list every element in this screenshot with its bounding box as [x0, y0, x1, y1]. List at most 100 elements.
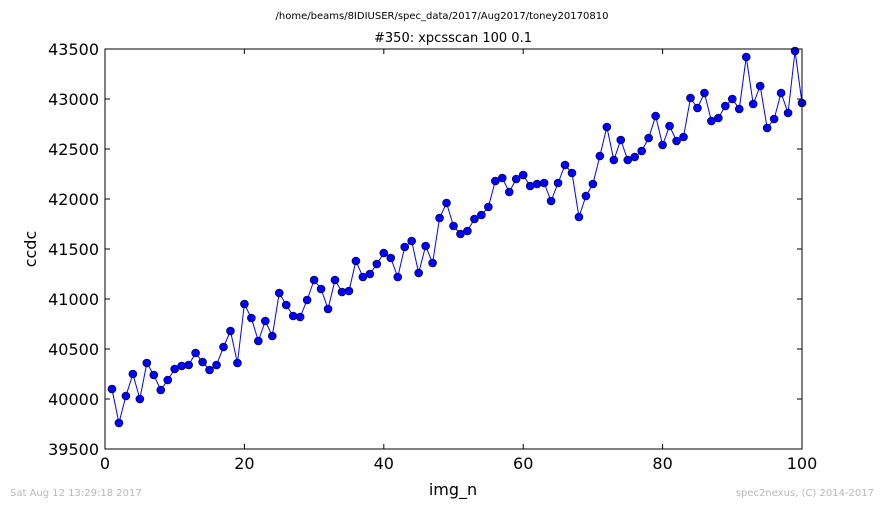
data-point	[135, 394, 145, 404]
data-point	[295, 312, 305, 322]
data-point	[205, 365, 214, 375]
data-point	[344, 286, 354, 296]
data-point	[553, 178, 563, 188]
data-point	[309, 275, 319, 285]
data-point	[400, 242, 410, 252]
data-point	[679, 132, 688, 142]
data-point	[665, 121, 674, 131]
data-point	[588, 179, 598, 189]
data-point	[497, 173, 507, 183]
data-point	[442, 198, 451, 208]
data-point	[616, 135, 626, 145]
data-point	[254, 336, 263, 346]
y-tick-label: 42000	[48, 190, 99, 209]
y-tick-label: 40000	[48, 390, 99, 409]
data-point	[226, 326, 235, 336]
data-point	[609, 155, 619, 165]
data-point	[762, 123, 772, 133]
x-tick-label: 100	[787, 454, 818, 473]
data-point	[198, 357, 207, 367]
data-point	[212, 360, 221, 370]
chart-title: #350: xpcsscan 100 0.1	[374, 31, 532, 46]
data-point	[219, 342, 228, 352]
data-point	[351, 256, 361, 266]
data-point	[107, 384, 117, 394]
data-point	[546, 196, 556, 206]
timestamp-footer: Sat Aug 12 13:29:18 2017	[10, 488, 142, 499]
data-point	[721, 101, 730, 111]
data-point	[261, 316, 270, 326]
data-point	[693, 103, 702, 113]
data-point	[734, 104, 744, 114]
data-point	[274, 288, 284, 298]
data-point	[435, 213, 444, 223]
data-point	[630, 152, 640, 162]
data-point	[386, 253, 396, 263]
data-point	[504, 187, 514, 197]
x-tick-label: 40	[374, 454, 394, 473]
data-point	[484, 202, 493, 212]
data-point	[191, 348, 200, 358]
data-point	[755, 81, 765, 91]
data-point	[511, 174, 521, 184]
data-point	[379, 248, 389, 258]
data-point	[560, 160, 570, 170]
data-point	[790, 46, 800, 56]
data-point	[414, 268, 423, 278]
file-path-header: /home/beams/8IDIUSER/spec_data/2017/Aug2…	[276, 11, 609, 22]
x-tick-label: 60	[513, 454, 533, 473]
data-point	[121, 391, 131, 401]
data-point	[281, 300, 291, 310]
data-point	[128, 369, 138, 379]
data-point	[539, 178, 549, 188]
series-line	[111, 50, 803, 424]
data-point	[595, 151, 605, 161]
plot-frame	[104, 48, 803, 450]
data-point	[714, 113, 723, 123]
data-point	[156, 385, 166, 395]
credit-footer: spec2nexus, (C) 2014-2017	[735, 488, 874, 499]
data-point	[672, 136, 681, 146]
data-point	[316, 284, 326, 294]
data-point	[574, 212, 584, 222]
data-point	[651, 111, 660, 121]
data-point	[741, 52, 751, 62]
data-point	[407, 236, 416, 246]
data-point	[393, 272, 403, 282]
data-point	[142, 358, 152, 368]
y-tick-label: 39500	[48, 440, 99, 459]
data-point	[463, 226, 472, 236]
y-tick-label: 42500	[48, 140, 99, 159]
y-tick-label: 41500	[48, 240, 99, 259]
data-point	[686, 93, 695, 103]
data-point	[163, 375, 173, 385]
x-tick-label: 20	[234, 454, 254, 473]
data-point	[637, 146, 646, 156]
data-point	[776, 88, 786, 98]
data-point	[372, 259, 382, 269]
data-point	[783, 108, 793, 118]
data-point	[365, 269, 375, 279]
x-tick-label: 0	[100, 454, 110, 473]
data-point	[330, 275, 340, 285]
data-point	[114, 418, 124, 428]
data-point	[240, 299, 249, 309]
y-tick-label: 40500	[48, 340, 99, 359]
data-point	[233, 358, 242, 368]
y-tick-label: 43000	[48, 90, 99, 109]
data-point	[184, 360, 193, 370]
series-layer	[107, 46, 807, 428]
x-tick-label: 80	[652, 454, 672, 473]
data-point	[247, 313, 256, 323]
data-point	[602, 122, 612, 132]
data-point	[700, 88, 709, 98]
data-point	[748, 99, 758, 109]
y-tick-label: 43500	[48, 40, 99, 59]
data-point	[470, 214, 479, 224]
data-point	[658, 140, 667, 150]
data-point	[421, 241, 430, 251]
data-point	[428, 258, 437, 268]
data-point	[567, 168, 577, 178]
